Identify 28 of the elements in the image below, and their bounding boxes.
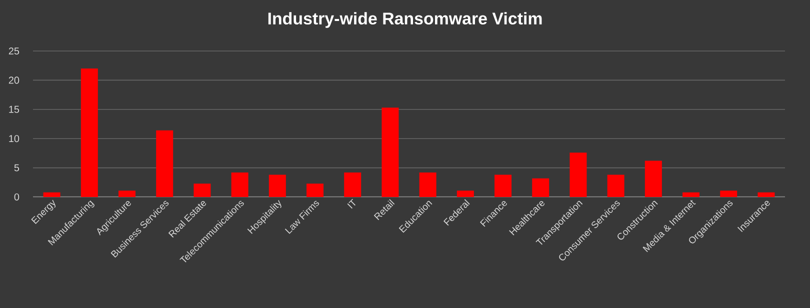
y-tick-label: 15 <box>9 106 20 113</box>
x-tick-label: IT <box>347 198 356 209</box>
chart-title: Industry-wide Ransomware Victim <box>268 12 542 28</box>
bar <box>419 172 436 197</box>
bar <box>758 192 775 197</box>
bar <box>607 174 624 197</box>
bar <box>118 190 136 197</box>
y-tick-label: 20 <box>8 76 20 84</box>
bar <box>43 192 60 197</box>
bar <box>268 174 286 197</box>
y-tick-label: 25 <box>8 47 20 55</box>
bar <box>156 130 174 197</box>
y-tick-label: 5 <box>14 164 20 172</box>
bar <box>382 108 399 197</box>
bar <box>456 190 474 197</box>
y-tick-label: 10 <box>9 135 20 142</box>
bar <box>231 172 248 197</box>
bar <box>570 152 587 197</box>
bar <box>682 192 700 197</box>
y-tick-label: 0 <box>14 193 20 201</box>
bar <box>306 184 324 197</box>
bar <box>344 172 362 197</box>
bar <box>494 174 512 197</box>
bar <box>720 190 738 197</box>
bar <box>80 68 98 197</box>
bar <box>194 184 211 197</box>
bar <box>532 178 550 197</box>
bar <box>644 160 662 197</box>
